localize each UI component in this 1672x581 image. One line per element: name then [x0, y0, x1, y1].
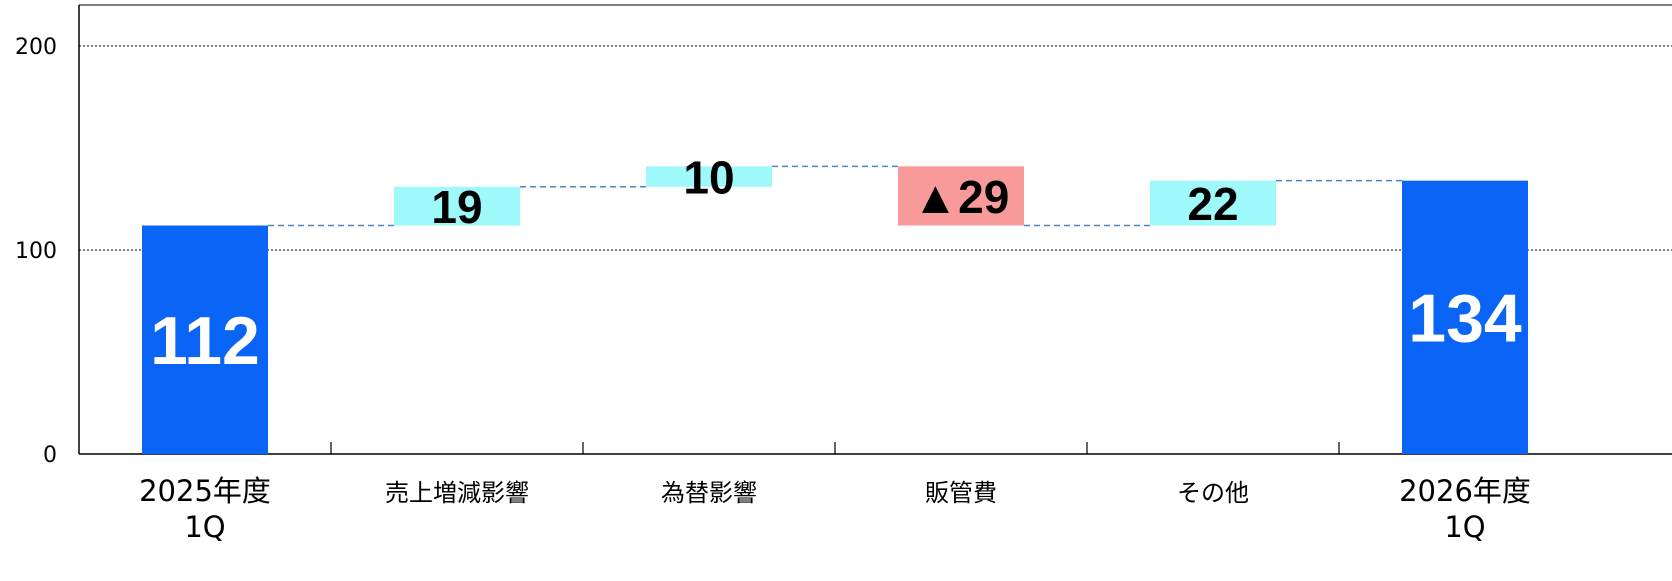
category-label: 2025年度 1Q: [139, 474, 271, 544]
category-label-line: 1Q: [1444, 510, 1485, 544]
category-label-line: 1Q: [184, 510, 225, 544]
category-label: 2026年度 1Q: [1399, 474, 1531, 544]
bar-total: [142, 225, 268, 454]
bar-increase: [646, 166, 772, 187]
category-label: 売上増減影響: [385, 479, 529, 507]
gridlines: [79, 45, 1672, 251]
y-tick-label: 200: [15, 35, 57, 60]
category-label-line: その他: [1177, 479, 1249, 507]
data-label: 112: [150, 303, 260, 379]
category-label-line: 販管費: [925, 479, 997, 507]
category-label: その他: [1177, 479, 1249, 507]
bars: [142, 166, 1528, 454]
bar-increase: [394, 186, 520, 226]
bar-increase: [1150, 180, 1276, 226]
data-label: 134: [1408, 280, 1522, 356]
category-label-line: 為替影響: [661, 479, 757, 507]
bar-decrease: [898, 166, 1024, 226]
category-label: 販管費: [925, 479, 997, 507]
y-tick-label: 0: [43, 443, 57, 468]
data-label: 22: [1187, 178, 1238, 230]
data-label: 10: [683, 152, 734, 204]
data-label: 19: [431, 181, 482, 233]
category-label-line: 売上増減影響: [385, 479, 529, 507]
category-label: 為替影響: [661, 479, 757, 507]
y-tick-label: 100: [15, 239, 57, 264]
category-label-line: 2025年度: [139, 474, 271, 508]
bar-total: [1402, 180, 1528, 454]
connectors: [268, 165, 1402, 227]
category-label-line: 2026年度: [1399, 474, 1531, 508]
data-label: ▲29: [913, 171, 1010, 223]
